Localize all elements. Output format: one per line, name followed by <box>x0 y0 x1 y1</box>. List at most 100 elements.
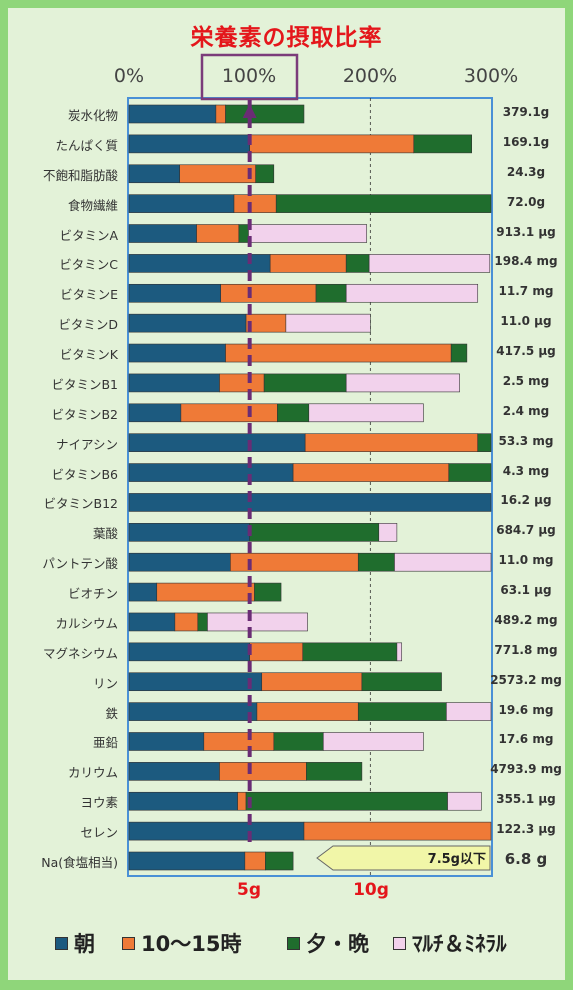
amount-label: 63.1 μg <box>500 583 552 598</box>
category-label: リン <box>92 675 118 691</box>
bar-midday-0 <box>215 104 226 124</box>
category-label: 食物繊維 <box>67 197 118 213</box>
bar-morning-15 <box>128 552 231 572</box>
amount-label: 198.4 mg <box>494 254 558 269</box>
bar-midday-6 <box>220 283 317 303</box>
bar-midday-3 <box>233 194 277 213</box>
category-label: ビタミンE <box>60 287 118 303</box>
bar-morning-4 <box>128 224 197 243</box>
salt-limit-callout <box>316 845 491 871</box>
bar-evening-3 <box>275 194 492 213</box>
category-label: ビタミンB6 <box>51 466 118 482</box>
amount-label: 6.8 g <box>504 850 548 868</box>
category-label: Na(食塩相当) <box>41 855 118 870</box>
bar-supplement-9 <box>345 373 460 393</box>
amount-label: 17.6 mg <box>498 732 554 747</box>
bar-morning-21 <box>128 732 205 751</box>
bar-morning-17 <box>128 612 176 632</box>
bar-evening-10 <box>277 403 310 423</box>
legend-swatch <box>393 936 406 950</box>
bar-evening-14 <box>249 523 380 542</box>
amount-label: 913.1 μg <box>496 224 556 239</box>
bar-evening-19 <box>361 672 442 692</box>
category-label: たんぱく質 <box>55 137 118 153</box>
category-label: ビタミンK <box>59 347 118 363</box>
bar-evening-1 <box>413 134 472 154</box>
amount-label: 2.4 mg <box>502 403 550 418</box>
bar-midday-18 <box>249 642 304 662</box>
chart-title: 栄養素の摂取比率 <box>190 25 383 51</box>
legend-swatch <box>55 936 68 950</box>
legend-swatch <box>122 936 135 950</box>
legend-label: ﾏﾙﾁ＆ﾐﾈﾗﾙ <box>412 932 507 956</box>
bar-morning-7 <box>128 313 247 333</box>
bar-midday-10 <box>180 403 278 423</box>
bar-evening-20 <box>357 702 447 721</box>
amount-label: 684.7 μg <box>496 523 556 538</box>
amount-label: 355.1 μg <box>496 792 556 807</box>
bar-midday-5 <box>269 254 347 273</box>
category-label: カルシウム <box>55 615 118 631</box>
bar-morning-9 <box>128 373 220 393</box>
bar-supplement-21 <box>322 732 424 751</box>
bar-midday-2 <box>179 164 256 184</box>
amount-label: 24.3g <box>506 164 546 179</box>
amount-label: 379.1g <box>502 105 550 119</box>
legend-swatch <box>287 936 300 950</box>
category-label: ビタミンB2 <box>51 406 118 422</box>
category-label: 葉酸 <box>92 526 118 542</box>
amount-label: 2.5 mg <box>502 373 550 388</box>
bar-evening-11 <box>477 433 492 452</box>
amount-label: 11.0 μg <box>500 314 552 329</box>
bar-supplement-4 <box>248 224 368 243</box>
bar-midday-1 <box>249 134 415 154</box>
bar-morning-13 <box>128 493 492 512</box>
bar-supplement-10 <box>308 403 424 423</box>
bar-evening-15 <box>357 552 395 572</box>
plot-border <box>127 97 493 877</box>
bar-morning-20 <box>128 702 258 721</box>
category-label: ヨウ素 <box>80 795 118 811</box>
bar-morning-23 <box>128 791 238 811</box>
amount-label: 4.3 mg <box>502 463 550 478</box>
legend-label: 夕・晩 <box>306 932 369 956</box>
amount-label: 2573.2 mg <box>490 672 562 687</box>
category-label: ビオチン <box>67 586 118 602</box>
bar-morning-19 <box>128 672 263 692</box>
bar-morning-2 <box>128 164 180 184</box>
highlight-100-box <box>200 53 299 101</box>
category-label: 鉄 <box>105 705 118 721</box>
amount-label: 72.0g <box>506 194 546 209</box>
bar-supplement-6 <box>345 283 479 303</box>
top-axis-tick-0: 0% <box>113 65 145 87</box>
category-label: ビタミンA <box>59 227 118 243</box>
salt-limit-text: 7.5g以下 <box>428 852 486 867</box>
bar-evening-18 <box>302 642 398 662</box>
bar-morning-11 <box>128 433 306 452</box>
bar-morning-0 <box>128 104 217 124</box>
bar-morning-16 <box>128 582 158 602</box>
category-label: ナイアシン <box>55 436 118 452</box>
legend-item-supplement: ﾏﾙﾁ＆ﾐﾈﾗﾙ <box>393 928 507 958</box>
legend-label: 10～15時 <box>141 932 242 956</box>
category-label: 不飽和脂肪酸 <box>42 167 118 183</box>
category-label: カリウム <box>67 765 118 781</box>
bar-midday-12 <box>292 463 450 482</box>
category-label: ビタミンC <box>59 257 118 273</box>
bar-morning-6 <box>128 283 222 303</box>
bar-morning-14 <box>128 523 250 542</box>
amount-label: 122.3 μg <box>496 822 556 837</box>
top-axis-tick-300: 300% <box>463 65 519 87</box>
category-label: セレン <box>80 825 118 841</box>
amount-label: 19.6 mg <box>498 702 554 717</box>
bar-morning-10 <box>128 403 182 423</box>
bar-midday-22 <box>219 762 307 781</box>
legend-item-morning: 朝 <box>55 928 95 958</box>
bar-supplement-15 <box>394 552 492 572</box>
bar-evening-8 <box>450 343 468 363</box>
bar-morning-24 <box>128 821 305 841</box>
bar-evening-17 <box>197 612 208 632</box>
bar-evening-6 <box>315 283 347 303</box>
legend-label: 朝 <box>74 932 95 956</box>
bar-midday-9 <box>219 373 265 393</box>
